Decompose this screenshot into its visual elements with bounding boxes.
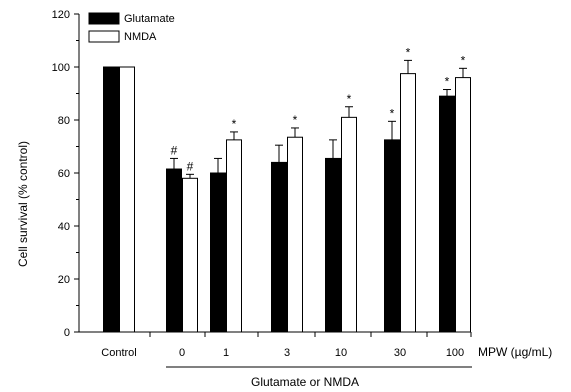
plot-area: 0 20 40 60 80 100 120 Control 0 1 3 10 30 100 # * * # * * * *… [52, 9, 472, 368]
x-axis-label: MPW (µg/mL) [478, 345, 552, 359]
group-label: Glutamate or NMDA [251, 375, 359, 389]
y-tick-label: 120 [52, 9, 70, 21]
bar-nmda [455, 77, 471, 333]
significance-marker: * [347, 92, 352, 106]
y-tick-label: 40 [58, 221, 70, 233]
legend-label-glutamate: Glutamate [124, 13, 175, 25]
x-tick-label: 100 [446, 347, 464, 359]
bar-glutamate [325, 157, 341, 333]
y-tick-label: 60 [58, 168, 70, 180]
x-tick-label: 10 [335, 347, 347, 359]
bar-glutamate [166, 168, 182, 333]
x-tick-label: 0 [179, 347, 185, 359]
significance-marker: * [406, 45, 411, 59]
bar-nmda [182, 177, 198, 333]
bar-glutamate [271, 161, 287, 333]
legend: Glutamate NMDA [88, 12, 175, 43]
significance-marker: * [232, 117, 237, 131]
legend-swatch-nmda [88, 30, 120, 43]
bar-glutamate [439, 95, 455, 333]
y-axis-label: Cell survival (% control) [16, 141, 30, 267]
bar-nmda [287, 136, 303, 333]
legend-swatch-glutamate [88, 12, 120, 25]
significance-marker: * [390, 106, 395, 120]
legend-label-nmda: NMDA [124, 31, 157, 43]
significance-marker: # [187, 159, 194, 173]
bar-glutamate [103, 66, 119, 333]
bar-nmda [341, 116, 357, 333]
y-tick-label: 80 [58, 115, 70, 127]
bar-nmda [226, 139, 242, 333]
y-tick-label: 100 [52, 62, 70, 74]
x-tick-label: 3 [284, 347, 290, 359]
bar-nmda [400, 73, 416, 333]
significance-marker: # [171, 143, 178, 157]
significance-marker: * [461, 53, 466, 67]
significance-marker: * [445, 75, 450, 89]
y-tick-label: 0 [64, 327, 70, 339]
significance-marker: * [293, 113, 298, 127]
x-tick-label: 30 [394, 347, 406, 359]
x-tick-label: 1 [223, 347, 229, 359]
bar-nmda [119, 66, 135, 333]
bar-glutamate [210, 172, 226, 333]
bar-glutamate [384, 139, 400, 333]
x-tick-label: Control [101, 347, 136, 359]
y-tick-label: 20 [58, 274, 70, 286]
